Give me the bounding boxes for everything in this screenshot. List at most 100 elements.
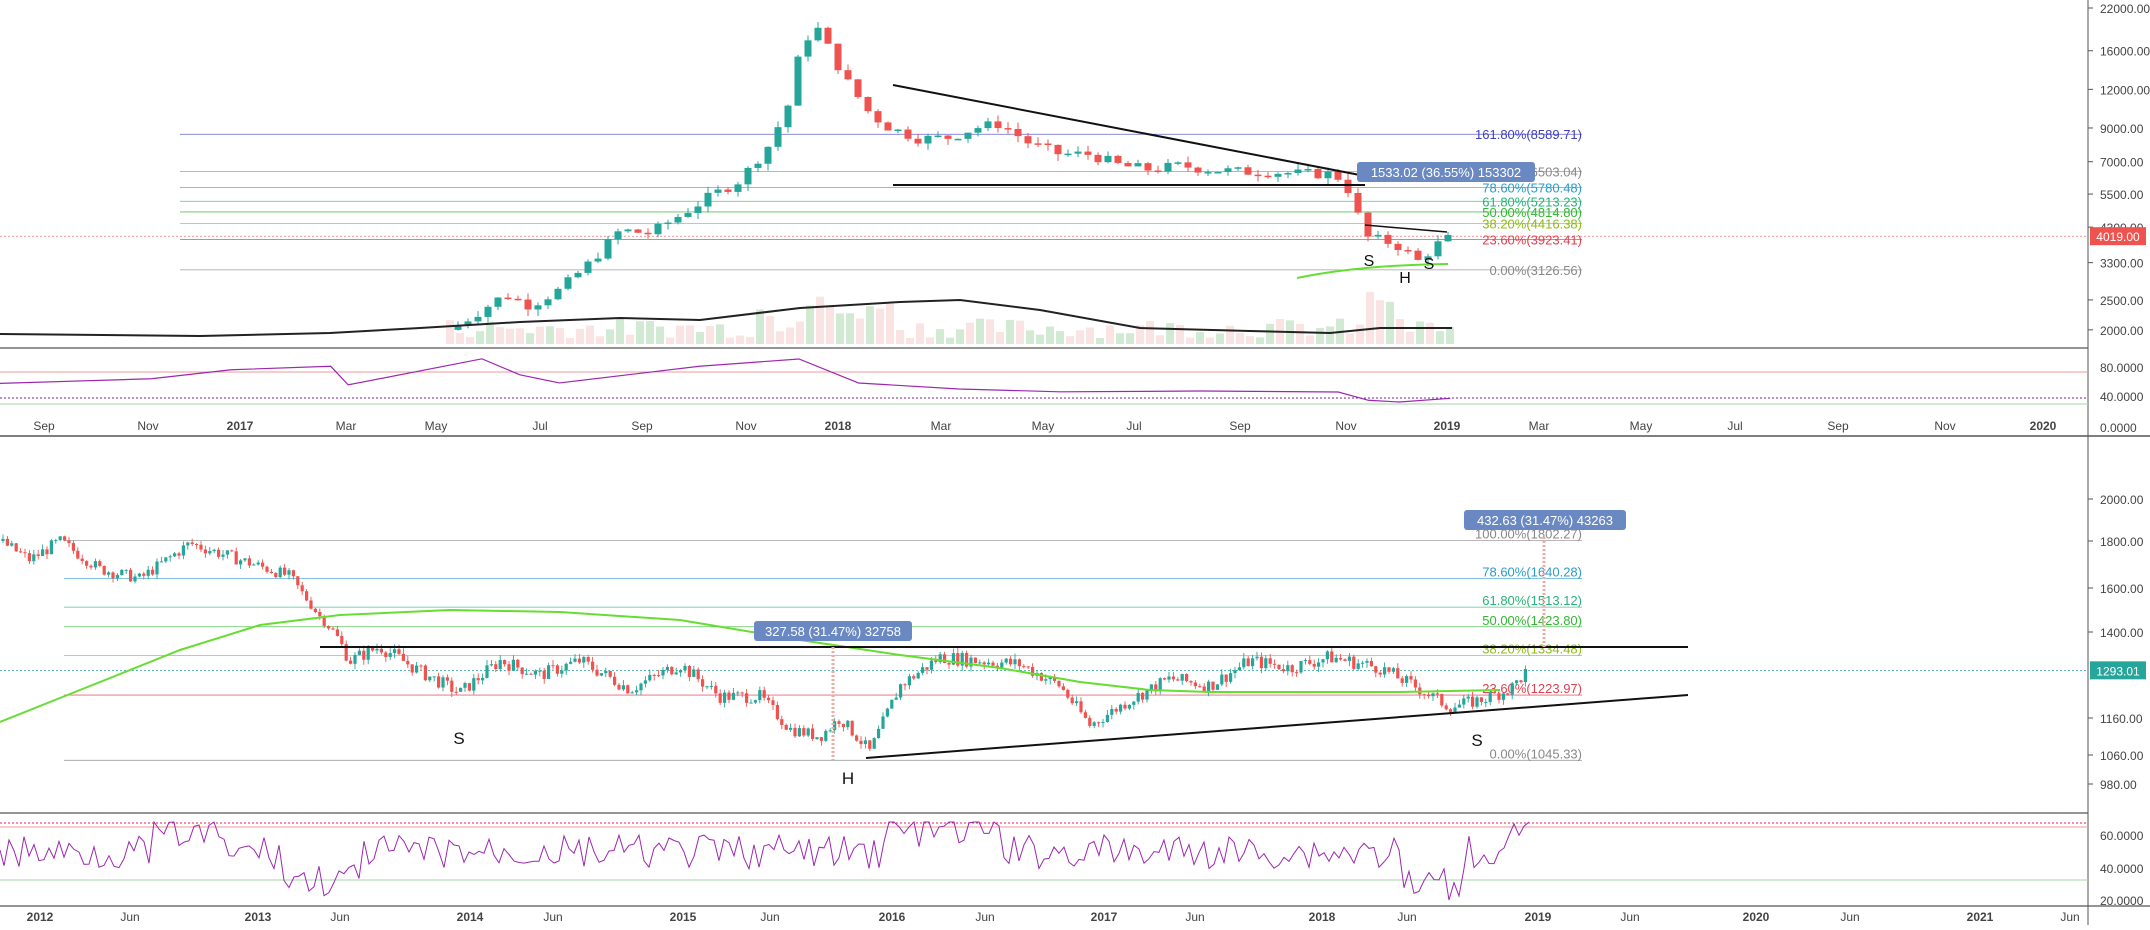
bottom-candle-body <box>1330 651 1334 663</box>
top-candle-body <box>734 184 742 192</box>
bottom-x-tick-label: 2019 <box>1525 910 1552 924</box>
bottom-candle-body <box>978 662 982 664</box>
top-volume-bar <box>846 313 854 344</box>
bottom-candle-body <box>547 665 551 679</box>
top-x-tick-label: Jul <box>1727 419 1742 433</box>
top-volume-bar <box>1106 325 1114 344</box>
top-candle-body <box>1124 162 1132 167</box>
top-x-tick-label: 2020 <box>2030 419 2057 433</box>
bottom-candle-body <box>815 737 819 739</box>
top-x-tick-label: May <box>1032 419 1055 433</box>
bottom-candle-body <box>32 554 36 562</box>
bottom-candle-body <box>1026 666 1030 668</box>
bottom-candle-body <box>1303 660 1307 662</box>
bottom-candle-body <box>608 670 612 677</box>
bottom-candle-body <box>1092 722 1096 726</box>
bottom-candle-body <box>731 692 735 700</box>
bottom-candle-body <box>648 674 652 681</box>
top-candle-body <box>1354 192 1362 213</box>
top-candle-body <box>1374 234 1382 237</box>
bottom-x-tick-label: 2013 <box>245 910 272 924</box>
bottom-candle-body <box>846 720 850 728</box>
bottom-candle-body <box>1356 663 1360 669</box>
bottom-candle-body <box>27 553 31 562</box>
bottom-candle-body <box>639 683 643 691</box>
top-candle-body <box>594 258 602 262</box>
bottom-candle-body <box>23 552 27 554</box>
bottom-candle-body <box>10 543 14 546</box>
top-candle-body <box>584 261 592 273</box>
top-volume-bar <box>806 305 814 344</box>
bottom-candle-body <box>925 667 929 670</box>
top-candle-body <box>1104 155 1112 163</box>
bottom-candle-body <box>331 628 335 630</box>
bottom-candle-body <box>595 669 599 676</box>
bottom-candle-body <box>912 676 916 679</box>
top-candle-body <box>874 111 882 123</box>
bottom-candle-body <box>129 569 133 582</box>
bottom-candle-body <box>1510 683 1514 695</box>
bottom-candle-body <box>736 692 740 694</box>
top-candle-body <box>1144 163 1152 171</box>
bottom-candle-body <box>120 569 124 575</box>
bottom-candle-body <box>1462 698 1466 705</box>
bottom-candle-body <box>1136 692 1140 702</box>
bottom-candle-body <box>947 663 951 665</box>
top-candle-body <box>1134 163 1142 167</box>
bottom-candle-body <box>322 616 326 626</box>
bottom-candle-body <box>401 653 405 661</box>
bottom-x-tick-label: 2016 <box>879 910 906 924</box>
bottom-candle-body <box>1365 660 1369 663</box>
bottom-candle-body <box>85 561 89 566</box>
bottom-x-tick-label: 2021 <box>1967 910 1994 924</box>
bottom-candle-body <box>247 558 251 566</box>
bottom-candle-body <box>503 660 507 665</box>
top-candle-body <box>464 321 472 325</box>
top-x-tick-label: May <box>425 419 448 433</box>
bottom-candle-body <box>1312 663 1316 667</box>
top-candle-body <box>524 299 532 310</box>
top-fib-label: 50.00%(4814.80) <box>1482 205 1582 220</box>
top-volume-bar <box>836 313 844 344</box>
bottom-pattern-right-shoulder: S <box>1471 731 1482 750</box>
top-candle-body <box>644 232 652 235</box>
bottom-candle-body <box>762 690 766 698</box>
top-candle-body <box>1004 128 1012 130</box>
top-pattern-left-shoulder: S <box>1364 253 1375 270</box>
top-volume-bar <box>1146 321 1154 344</box>
top-volume-bar <box>526 333 534 344</box>
top-candle-body <box>534 305 542 310</box>
bottom-candle-body <box>749 702 753 704</box>
bottom-candle-body <box>397 649 401 654</box>
bottom-candle-body <box>1180 674 1184 681</box>
bottom-candle-body <box>173 553 177 557</box>
bottom-y-tick-label: 1160.00 <box>2100 712 2143 726</box>
top-volume-bar <box>1346 333 1354 344</box>
bottom-candle-body <box>723 692 727 703</box>
bottom-candle-body <box>300 585 304 592</box>
bottom-candle-body <box>415 665 419 673</box>
bottom-candle-body <box>1400 678 1404 683</box>
bottom-candle-body <box>1387 667 1391 672</box>
bottom-candle-body <box>1220 674 1224 685</box>
bottom-candle-body <box>1163 678 1167 680</box>
bottom-candle-body <box>305 591 309 601</box>
bottom-candle-body <box>538 670 542 672</box>
bottom-candle-body <box>269 571 273 574</box>
bottom-candle-body <box>1097 722 1101 724</box>
bottom-candle-body <box>789 727 793 730</box>
bottom-candle-body <box>907 676 911 686</box>
bottom-candle-body <box>221 554 225 557</box>
bottom-candle-body <box>1431 693 1435 697</box>
bottom-candle-body <box>406 660 410 665</box>
top-volume-bar <box>716 324 724 344</box>
bottom-candle-body <box>1154 684 1158 692</box>
top-x-tick-label: Nov <box>1934 419 1955 433</box>
bottom-candle-body <box>89 565 93 568</box>
bottom-candle-body <box>758 690 762 701</box>
bottom-candle-body <box>679 670 683 673</box>
top-volume-bar <box>496 327 504 344</box>
bottom-x-tick-label: 2018 <box>1309 910 1336 924</box>
top-volume-bar <box>656 326 664 344</box>
